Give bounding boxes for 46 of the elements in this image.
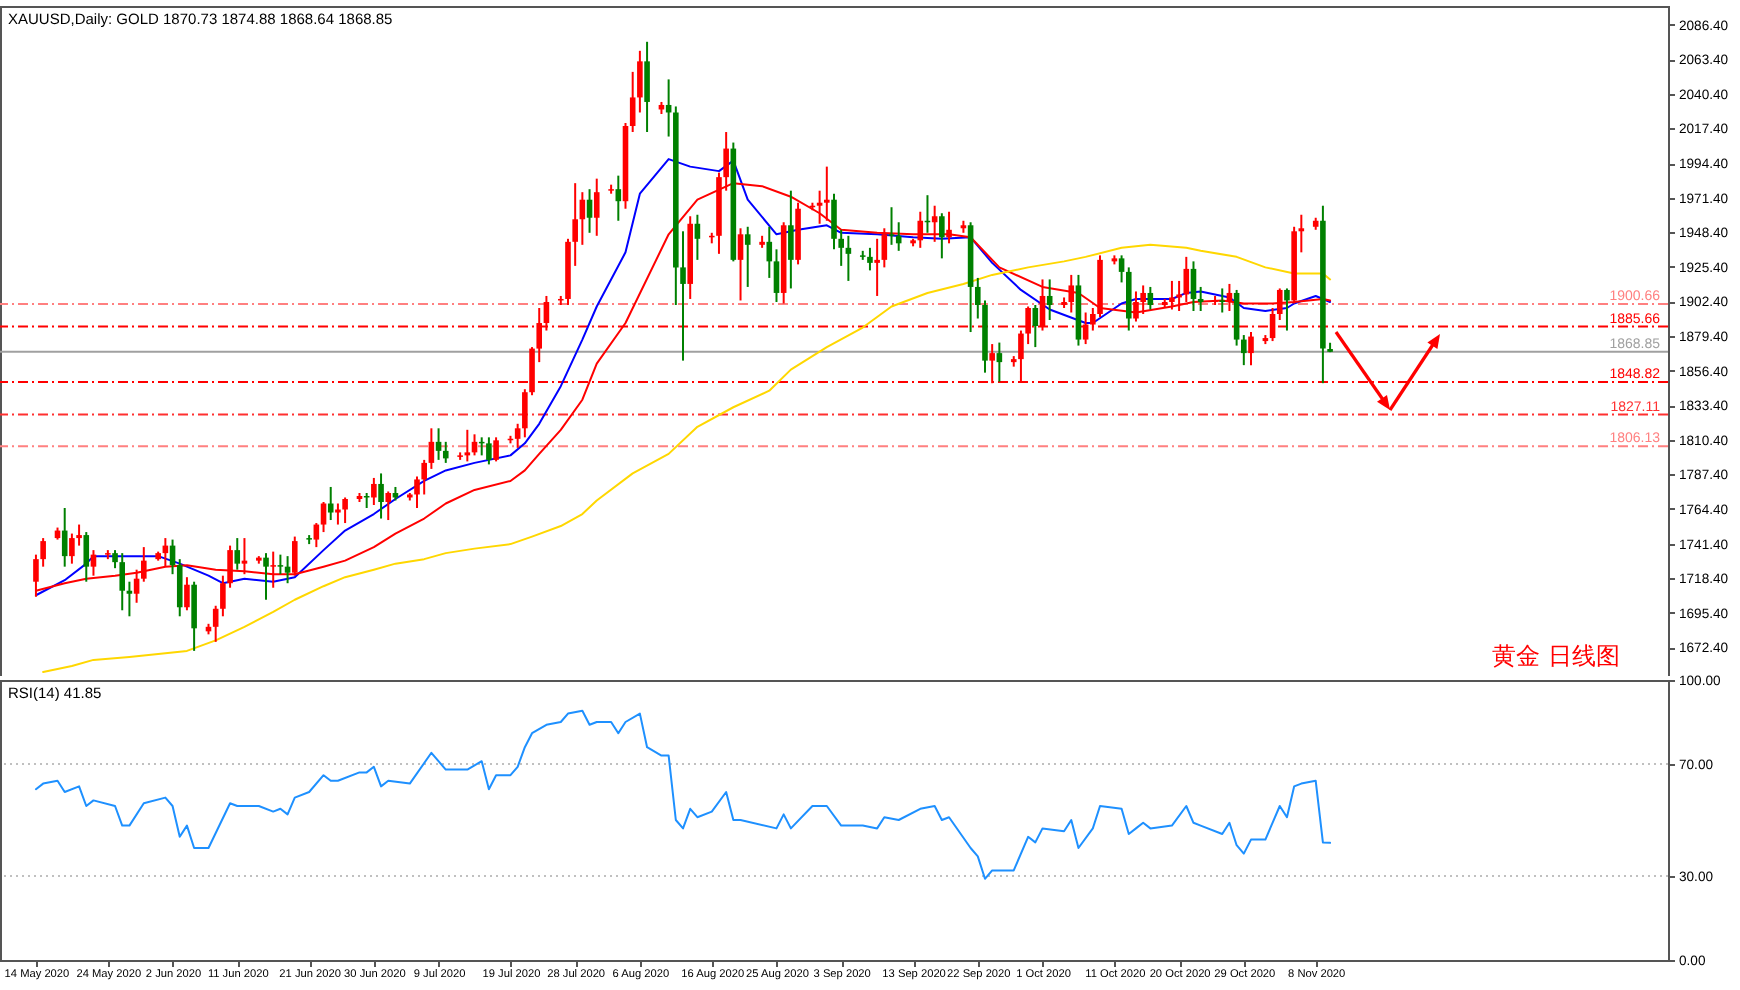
candlestick: [1147, 285, 1154, 311]
candlestick: [291, 535, 298, 577]
candlestick: [385, 490, 392, 522]
candlestick: [615, 174, 622, 222]
candlestick: [69, 532, 75, 565]
candlestick: [593, 177, 600, 237]
candlestick: [939, 212, 945, 260]
line-series: [34, 709, 1332, 880]
candlestick: [234, 537, 241, 571]
candlestick: [493, 436, 499, 463]
candlestick: [737, 227, 744, 302]
line-series: [42, 243, 1332, 673]
candlestick: [788, 189, 794, 290]
candlestick: [277, 553, 284, 576]
candlestick: [773, 248, 780, 303]
candlestick: [1219, 287, 1226, 314]
candlestick: [946, 210, 952, 245]
candlestick: [1233, 288, 1240, 347]
candlestick: [90, 549, 97, 577]
candlestick: [644, 40, 650, 134]
candlestick: [61, 507, 68, 568]
candlestick: [191, 580, 197, 652]
candlestick: [83, 531, 90, 583]
candlestick: [867, 246, 873, 272]
candlestick: [1284, 287, 1290, 332]
candlestick: [320, 501, 327, 534]
candlestick: [1248, 331, 1254, 367]
candlestick: [371, 476, 377, 506]
candlestick: [881, 227, 888, 269]
candlestick: [378, 472, 384, 520]
candlestick: [1183, 255, 1190, 303]
annotation: 黄金 日线图: [1492, 642, 1620, 670]
candlestick: [263, 552, 269, 601]
candlestick: [486, 436, 492, 466]
candlestick: [119, 552, 126, 612]
candlestick: [327, 485, 334, 522]
candlestick: [342, 496, 348, 525]
candlestick: [1140, 284, 1146, 315]
candlestick: [917, 210, 924, 249]
candlestick: [744, 225, 751, 288]
candlestick: [1068, 273, 1075, 314]
candlestick: [184, 576, 190, 612]
candlestick: [335, 502, 341, 526]
candlestick: [1133, 290, 1139, 323]
candlestick: [888, 206, 895, 246]
candlestick: [1169, 279, 1175, 311]
